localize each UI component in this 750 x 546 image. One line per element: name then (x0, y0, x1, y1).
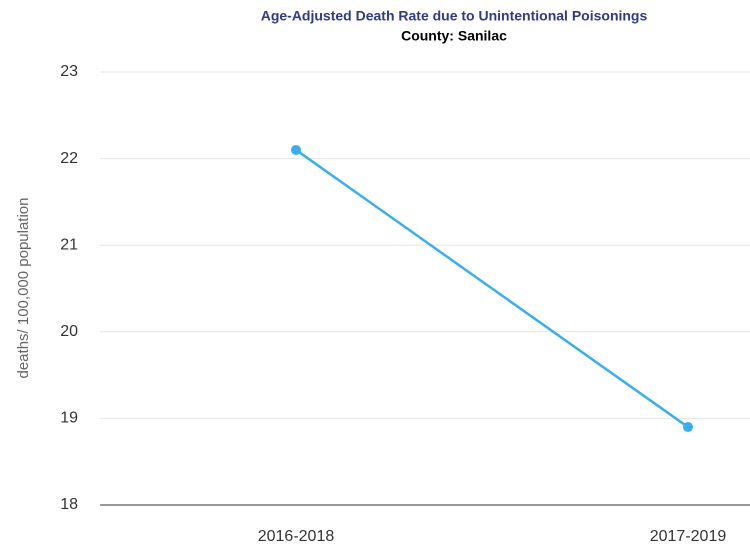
y-tick-label: 23 (60, 63, 78, 80)
line (295, 148, 689, 429)
chart-title: Age-Adjusted Death Rate due to Unintenti… (261, 8, 648, 24)
chart-subtitle: County: Sanilac (401, 28, 507, 44)
x-tick-label: 2017-2019 (650, 528, 727, 545)
y-axis-label: deaths/ 100,000 population (15, 198, 32, 379)
x-tick-label: 2016-2018 (258, 528, 335, 545)
y-tick-label: 19 (60, 410, 78, 427)
point (291, 144, 301, 155)
y-tick-label: 20 (60, 323, 78, 340)
y-tick-label: 21 (60, 236, 78, 253)
y-tick-label: 18 (60, 496, 78, 513)
y-tick-label: 22 (60, 150, 78, 167)
point (683, 422, 693, 433)
